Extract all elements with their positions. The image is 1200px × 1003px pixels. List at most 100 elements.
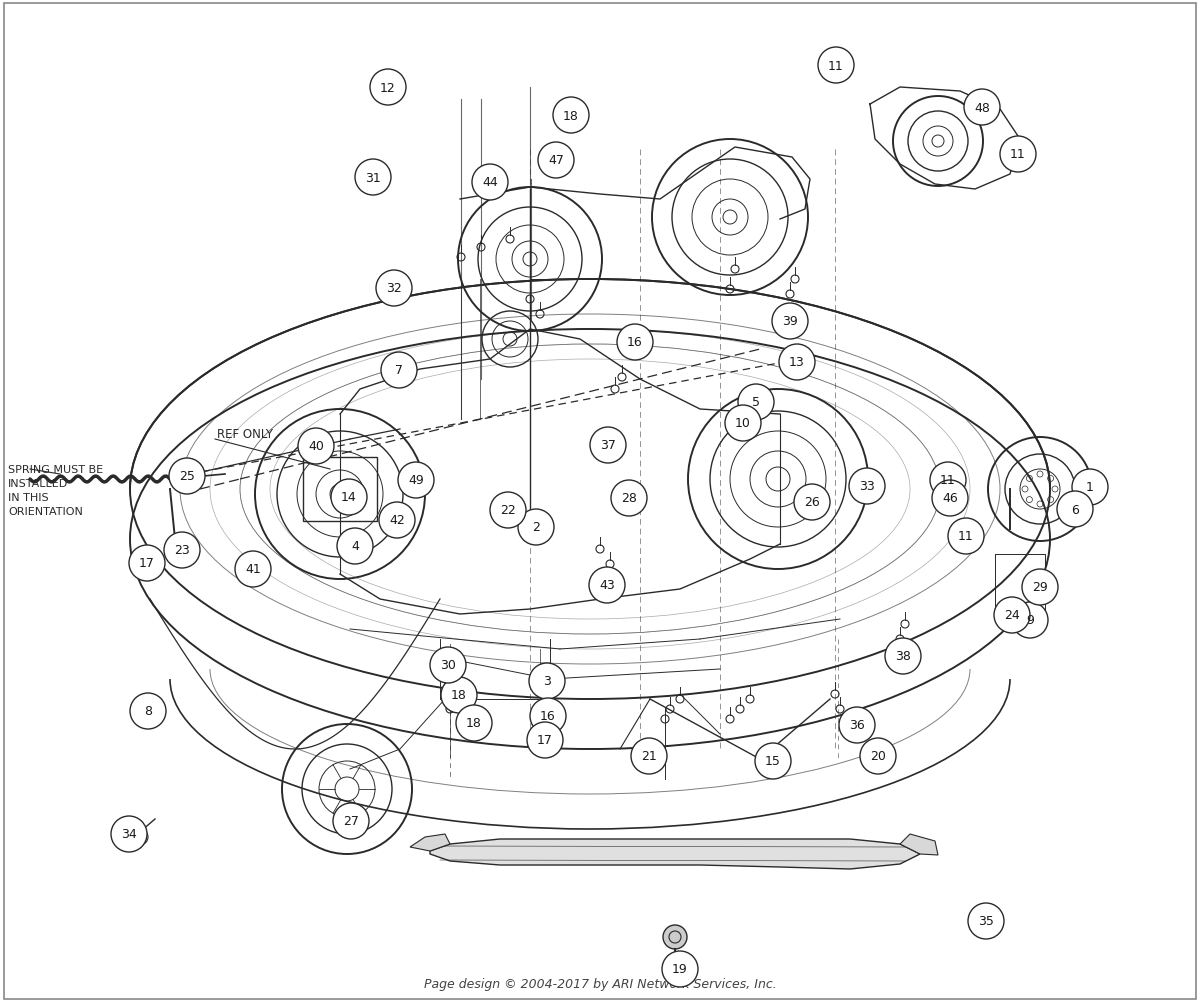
Text: 23: 23: [174, 544, 190, 557]
Text: 48: 48: [974, 101, 990, 114]
Circle shape: [337, 529, 373, 565]
Text: 24: 24: [1004, 609, 1020, 622]
Circle shape: [964, 90, 1000, 125]
Text: 47: 47: [548, 154, 564, 168]
Circle shape: [442, 677, 478, 713]
Circle shape: [1022, 570, 1058, 606]
Circle shape: [331, 479, 367, 516]
Circle shape: [948, 519, 984, 555]
Circle shape: [379, 503, 415, 539]
Circle shape: [538, 142, 574, 179]
Text: 20: 20: [870, 750, 886, 762]
Text: 18: 18: [451, 689, 467, 702]
Text: 44: 44: [482, 177, 498, 190]
Circle shape: [130, 693, 166, 729]
Circle shape: [130, 546, 166, 582]
Text: 13: 13: [790, 356, 805, 369]
Circle shape: [886, 638, 922, 674]
Text: 22: 22: [500, 504, 516, 517]
Text: SPRING MUST BE
INSTALLED
IN THIS
ORIENTATION: SPRING MUST BE INSTALLED IN THIS ORIENTA…: [8, 464, 103, 517]
Text: 42: 42: [389, 514, 404, 527]
Circle shape: [994, 598, 1030, 633]
Circle shape: [1000, 136, 1036, 173]
Text: 6: 6: [1072, 503, 1079, 516]
Circle shape: [1072, 469, 1108, 506]
Circle shape: [1057, 491, 1093, 528]
Text: 38: 38: [895, 650, 911, 663]
Circle shape: [334, 803, 370, 840]
Circle shape: [664, 925, 688, 949]
Circle shape: [169, 458, 205, 494]
Text: 2: 2: [532, 521, 540, 534]
Text: 29: 29: [1032, 581, 1048, 594]
Text: 31: 31: [365, 172, 380, 185]
Circle shape: [860, 738, 896, 774]
Circle shape: [370, 70, 406, 106]
Text: 32: 32: [386, 282, 402, 295]
Circle shape: [298, 428, 334, 464]
Text: 28: 28: [622, 492, 637, 505]
Circle shape: [527, 722, 563, 758]
Text: 39: 39: [782, 315, 798, 328]
Text: 16: 16: [628, 336, 643, 349]
Text: 27: 27: [343, 814, 359, 827]
Circle shape: [355, 159, 391, 196]
Circle shape: [755, 743, 791, 779]
Text: 11: 11: [940, 474, 956, 487]
Text: 10: 10: [736, 417, 751, 430]
Text: 4: 4: [352, 540, 359, 553]
Text: 18: 18: [466, 717, 482, 730]
Circle shape: [725, 405, 761, 441]
Text: 41: 41: [245, 563, 260, 576]
Circle shape: [772, 304, 808, 340]
Circle shape: [490, 492, 526, 529]
Text: 16: 16: [540, 710, 556, 723]
Text: 3: 3: [544, 675, 551, 688]
Text: 11: 11: [958, 530, 974, 543]
Text: 21: 21: [641, 750, 656, 762]
Circle shape: [850, 468, 886, 505]
Text: 33: 33: [859, 480, 875, 493]
Circle shape: [112, 816, 148, 853]
Text: 19: 19: [672, 963, 688, 976]
Text: 1: 1: [1086, 481, 1094, 494]
Text: 15: 15: [766, 754, 781, 767]
Circle shape: [779, 345, 815, 380]
Text: 25: 25: [179, 470, 194, 483]
Text: 5: 5: [752, 396, 760, 409]
Text: 9: 9: [1026, 614, 1034, 627]
Text: 8: 8: [144, 705, 152, 718]
Circle shape: [818, 48, 854, 84]
Circle shape: [530, 698, 566, 734]
Text: 14: 14: [341, 491, 356, 504]
Text: 17: 17: [538, 734, 553, 747]
Polygon shape: [430, 840, 920, 870]
Circle shape: [376, 271, 412, 307]
Text: 11: 11: [828, 59, 844, 72]
Text: 43: 43: [599, 579, 614, 592]
Circle shape: [430, 647, 466, 683]
Circle shape: [235, 552, 271, 588]
Circle shape: [1012, 603, 1048, 638]
Text: 11: 11: [1010, 148, 1026, 161]
Circle shape: [553, 98, 589, 133]
Polygon shape: [410, 834, 450, 852]
Circle shape: [589, 568, 625, 604]
Circle shape: [839, 707, 875, 743]
Circle shape: [382, 353, 418, 388]
Circle shape: [617, 325, 653, 361]
Text: 46: 46: [942, 492, 958, 505]
Text: 35: 35: [978, 915, 994, 928]
Circle shape: [590, 427, 626, 463]
Circle shape: [529, 663, 565, 699]
Circle shape: [667, 846, 683, 862]
Text: 34: 34: [121, 827, 137, 841]
Circle shape: [738, 384, 774, 420]
Text: 18: 18: [563, 109, 578, 122]
Text: Page design © 2004-2017 by ARI Network Services, Inc.: Page design © 2004-2017 by ARI Network S…: [424, 978, 776, 991]
Text: 37: 37: [600, 439, 616, 452]
Circle shape: [930, 462, 966, 498]
Circle shape: [662, 951, 698, 987]
Circle shape: [518, 510, 554, 546]
Text: 36: 36: [850, 719, 865, 732]
